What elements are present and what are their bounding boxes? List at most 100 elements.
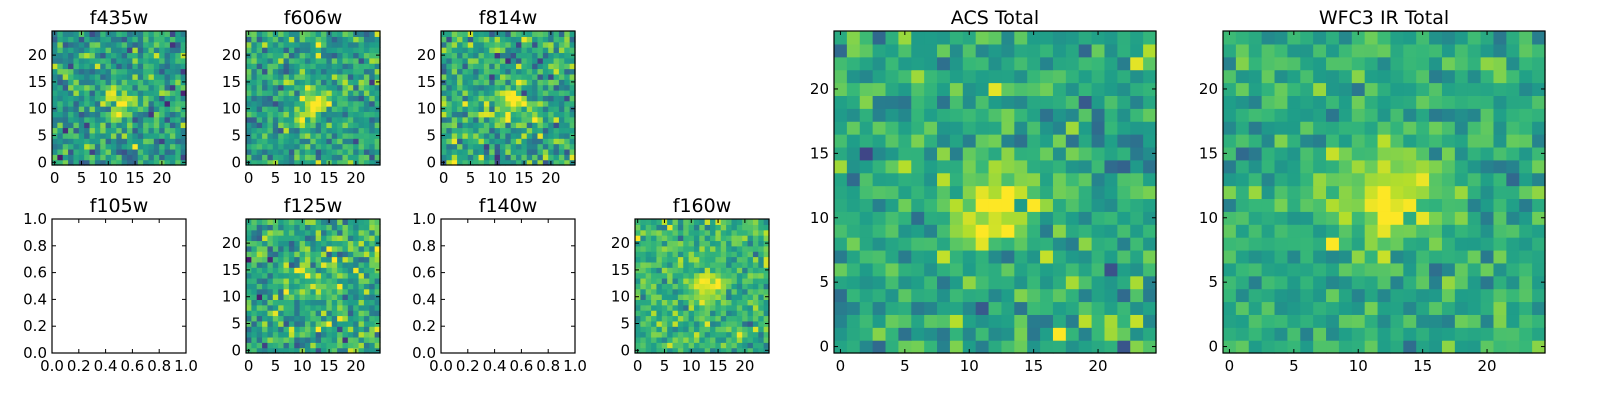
heatmap-cell (1480, 262, 1495, 277)
y-tick-label: 5 (231, 315, 241, 333)
heatmap-cell (1130, 108, 1144, 122)
heatmap-cell (1532, 172, 1546, 187)
heatmap-cell (363, 100, 370, 107)
heatmap-cell (267, 36, 274, 43)
heatmap-cell (363, 294, 370, 300)
heatmap-cell (467, 63, 474, 70)
heatmap-cell (304, 294, 311, 300)
x-tick-label: 15 (709, 357, 728, 375)
heatmap-cell (1364, 327, 1379, 341)
heatmap-cell (1078, 211, 1093, 225)
heatmap-cell (363, 320, 370, 327)
heatmap-cell (1532, 327, 1546, 341)
heatmap-cell (283, 299, 290, 306)
heatmap-cell (315, 326, 322, 333)
heatmap-cell (369, 138, 376, 145)
heatmap-cell (494, 47, 501, 54)
heatmap-cell (1027, 159, 1041, 174)
heatmap-cell (1467, 69, 1482, 84)
heatmap-cell (542, 132, 549, 139)
heatmap-cell (1027, 340, 1041, 354)
heatmap-cell (315, 315, 322, 322)
heatmap-cell (558, 63, 565, 70)
heatmap-cell (374, 89, 381, 96)
heatmap-cell (457, 143, 464, 150)
heatmap-cell (288, 240, 295, 247)
heatmap-cell (326, 288, 333, 295)
heatmap-cell (521, 127, 528, 134)
heatmap-cell (153, 95, 160, 102)
heatmap-cell (105, 148, 112, 155)
heatmap-cell (127, 148, 133, 155)
heatmap-cell (473, 47, 480, 54)
heatmap-cell (262, 138, 269, 145)
heatmap-cell (1248, 69, 1263, 84)
heatmap-cell (736, 261, 743, 268)
heatmap-cell (736, 256, 743, 263)
heatmap-cell (752, 229, 759, 236)
heatmap-cell (521, 89, 528, 96)
heatmap-cell (962, 249, 977, 264)
heatmap-cell (441, 111, 447, 118)
heatmap-cell (542, 116, 549, 123)
heatmap-cell (473, 31, 480, 37)
heatmap-cell (1467, 172, 1482, 187)
heatmap-cell (347, 63, 354, 70)
heatmap-cell (121, 73, 128, 80)
heatmap-cell (473, 143, 480, 150)
heatmap-cell (752, 347, 759, 354)
heatmap-cell (1493, 237, 1507, 251)
heatmap-cell (537, 154, 544, 161)
heatmap-cell (283, 89, 290, 96)
heatmap-cell (1351, 314, 1366, 328)
heatmap-cell (656, 288, 663, 295)
heatmap-cell (553, 100, 560, 107)
heatmap-cell (251, 288, 258, 295)
heatmap-cell (656, 272, 663, 279)
heatmap-cell (937, 172, 951, 187)
heatmap-cell (121, 89, 128, 96)
heatmap-cell (100, 57, 107, 64)
heatmap-cell (677, 288, 684, 295)
heatmap-cell (321, 299, 327, 306)
heatmap-cell (672, 283, 679, 290)
heatmap-cell (94, 84, 101, 91)
heatmap-cell (1287, 82, 1301, 96)
heatmap-cell (299, 111, 306, 118)
heatmap-cell (726, 326, 733, 333)
heatmap-cell (1313, 121, 1327, 135)
heatmap-cell (1390, 108, 1404, 122)
heatmap-cell (148, 148, 155, 155)
heatmap-cell (710, 336, 716, 343)
heatmap-cell (911, 56, 925, 71)
heatmap-cell (272, 283, 279, 290)
heatmap-cell (299, 36, 306, 43)
heatmap-cell (369, 41, 376, 48)
heatmap-cell (451, 47, 458, 54)
heatmap-cell (1313, 211, 1327, 225)
heatmap-cell (1040, 185, 1054, 200)
heatmap-cell (267, 127, 274, 134)
heatmap-cell (256, 277, 263, 284)
heatmap-cell (369, 116, 376, 123)
heatmap-cell (337, 111, 344, 118)
heatmap-cell (1416, 56, 1430, 71)
heatmap-cell (1480, 327, 1495, 341)
heatmap-cell (1403, 224, 1417, 238)
heatmap-cell (256, 143, 263, 150)
heatmap-cell (885, 108, 899, 122)
heatmap-cell (1248, 95, 1263, 109)
heatmap-cell (116, 68, 123, 75)
heatmap-cell (299, 299, 306, 306)
heatmap-cell (494, 132, 501, 139)
y-tick-label: 0 (819, 338, 829, 356)
heatmap-cell (1001, 108, 1015, 122)
axes-frame (51, 30, 187, 166)
y-tick-label: 15 (1199, 144, 1218, 162)
heatmap-cell (159, 84, 166, 91)
heatmap-cell (1403, 249, 1417, 264)
heatmap-cell (656, 336, 663, 343)
heatmap-cell (342, 288, 349, 295)
heatmap-cell (726, 272, 733, 279)
heatmap-cell (1351, 237, 1366, 251)
